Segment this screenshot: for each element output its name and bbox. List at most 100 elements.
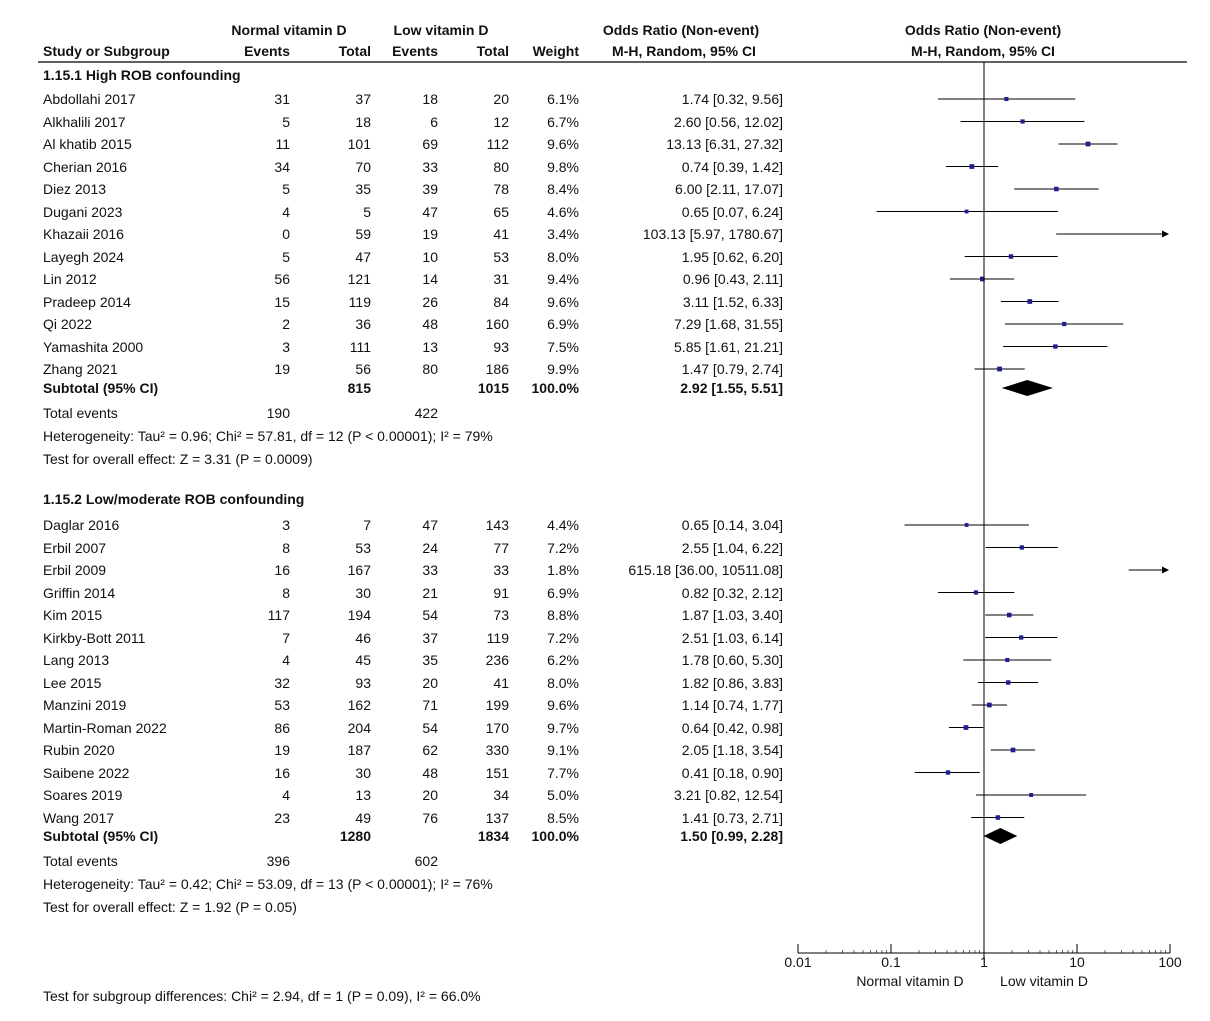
events-low: 54 (422, 719, 438, 736)
events-normal: 3 (282, 338, 290, 355)
out-of-range-arrow (1162, 230, 1169, 238)
events-normal: 32 (274, 674, 290, 691)
study-or-ci: 615.18 [36.00, 10511.08] (628, 562, 783, 578)
total-low: 112 (486, 136, 509, 152)
total-normal: 47 (355, 248, 371, 265)
total-normal: 30 (355, 764, 371, 781)
events-low: 48 (422, 316, 438, 332)
events-low: 33 (422, 562, 438, 578)
total-low: 31 (493, 271, 509, 287)
study-or-ci: 0.74 [0.39, 1.42] (681, 158, 783, 175)
total-low: 84 (493, 293, 509, 310)
events-low: 13 (422, 338, 438, 355)
study-or-ci: 1.95 [0.62, 6.20] (681, 248, 783, 265)
study-weight: 9.6% (547, 293, 579, 310)
study-name: Cherian 2016 (43, 158, 128, 175)
study-name: Dugani 2023 (43, 203, 123, 220)
subgroup-2-subtotal-total-low: 1834 (477, 828, 509, 844)
events-normal: 4 (282, 652, 290, 668)
header-total-low: Total (476, 43, 509, 59)
study-or-ci: 103.13 [5.97, 1780.67] (642, 226, 783, 242)
total-normal: 167 (347, 562, 371, 578)
study-name: Kirkby-Bott 2011 (43, 629, 146, 646)
events-low: 26 (422, 293, 438, 310)
study-weight: 4.4% (547, 517, 579, 533)
study-name: Lee 2015 (43, 674, 102, 691)
events-low: 14 (422, 271, 438, 287)
events-normal: 86 (274, 719, 290, 736)
x-axis-tick-label: 0.01 (784, 954, 812, 970)
study-weight: 9.4% (547, 271, 579, 287)
total-normal: 121 (347, 271, 371, 287)
total-low: 143 (485, 517, 509, 533)
total-normal: 93 (355, 674, 371, 691)
total-normal: 49 (355, 809, 371, 826)
total-low: 160 (485, 316, 509, 332)
study-or-ci: 1.74 [0.32, 9.56] (681, 91, 783, 107)
point-estimate-marker (1027, 299, 1033, 304)
study-name: Qi 2022 (43, 316, 93, 332)
study-weight: 8.8% (547, 607, 579, 623)
study-or-ci: 3.21 [0.82, 12.54] (674, 787, 783, 803)
events-normal: 16 (274, 764, 290, 781)
subgroup-2-total-events-low: 602 (414, 853, 438, 869)
study-name: Soares 2019 (43, 787, 123, 803)
subgroup-1-subtotal-label: Subtotal (95% CI) (43, 380, 159, 396)
total-low: 53 (493, 248, 509, 265)
total-low: 330 (485, 742, 509, 758)
subgroup-2-subtotal-weight: 100.0% (531, 828, 579, 844)
header-events-low: Events (392, 43, 438, 59)
study-weight: 9.6% (547, 697, 579, 713)
study-weight: 6.7% (547, 113, 579, 130)
events-normal: 31 (274, 91, 290, 107)
study-name: Diez 2013 (43, 181, 107, 197)
subgroup-1-subtotal-total-low: 1015 (477, 380, 509, 396)
study-name: Layegh 2024 (43, 248, 124, 265)
point-estimate-marker (964, 209, 969, 214)
study-weight: 6.2% (547, 652, 579, 668)
subgroup-1-subtotal-total-normal: 815 (347, 380, 371, 396)
events-normal: 19 (274, 361, 290, 377)
events-low: 10 (422, 248, 438, 265)
total-low: 236 (485, 652, 509, 668)
study-name: Al khatib 2015 (43, 136, 132, 152)
subgroup-differences-test: Test for subgroup differences: Chi² = 2.… (43, 988, 481, 1004)
point-estimate-marker (1019, 635, 1024, 640)
study-or-ci: 0.64 [0.42, 0.98] (681, 719, 783, 736)
events-low: 21 (422, 584, 438, 601)
events-normal: 34 (274, 158, 290, 175)
x-axis-tick-label: 1 (980, 954, 988, 970)
total-normal: 59 (355, 226, 371, 242)
subgroup-2-total-events-normal: 396 (266, 853, 290, 869)
study-weight: 4.6% (547, 203, 579, 220)
study-name: Kim 2015 (43, 607, 103, 623)
point-estimate-marker (1005, 680, 1011, 685)
study-name: Abdollahi 2017 (43, 91, 136, 107)
total-low: 33 (493, 562, 509, 578)
out-of-range-arrow (1162, 566, 1169, 574)
events-normal: 5 (282, 113, 290, 130)
study-or-ci: 0.65 [0.07, 6.24] (681, 203, 783, 220)
study-weight: 9.1% (547, 742, 579, 758)
study-name: Daglar 2016 (43, 517, 120, 533)
events-normal: 3 (282, 517, 290, 533)
events-low: 37 (422, 629, 438, 646)
study-name: Alkhalili 2017 (43, 113, 126, 130)
study-weight: 6.9% (547, 584, 579, 601)
study-weight: 7.5% (547, 338, 579, 355)
events-normal: 53 (274, 697, 290, 713)
total-low: 186 (485, 361, 509, 377)
subgroup-2-subtotal-label: Subtotal (95% CI) (43, 828, 159, 844)
subgroup-2-subtotal-total-normal: 1280 (339, 828, 371, 844)
events-low: 47 (422, 517, 438, 533)
subgroup-2-total-events-label: Total events (43, 853, 118, 869)
events-low: 71 (422, 697, 438, 713)
study-name: Manzini 2019 (43, 697, 127, 713)
header-group-normal: Normal vitamin D (231, 22, 347, 38)
pooled-estimate-diamond (983, 828, 1018, 844)
total-normal: 56 (355, 361, 371, 377)
study-name: Khazaii 2016 (43, 226, 124, 242)
study-or-ci: 1.41 [0.73, 2.71] (681, 809, 783, 826)
events-normal: 19 (274, 742, 290, 758)
